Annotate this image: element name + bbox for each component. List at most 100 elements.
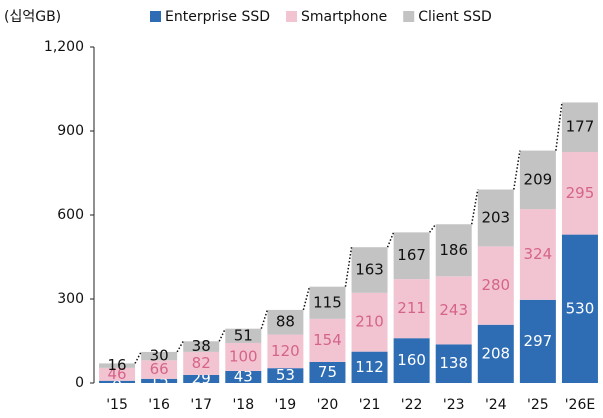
value-label: 112 xyxy=(355,358,384,376)
value-label: 163 xyxy=(355,261,384,279)
x-tick-label: '15 xyxy=(106,397,128,413)
bar-segment xyxy=(519,150,556,210)
x-tick-label: '21 xyxy=(359,397,381,413)
x-tick-label: '19 xyxy=(275,397,297,413)
bar-segment xyxy=(141,378,178,383)
bar-segment xyxy=(99,363,136,368)
y-tick-label: 1,200 xyxy=(44,39,84,55)
legend-swatch xyxy=(403,11,415,22)
bar-segment xyxy=(477,189,514,247)
connector xyxy=(302,286,311,311)
bar-segment xyxy=(225,342,262,371)
connector xyxy=(513,150,521,190)
x-tick-label: '25 xyxy=(527,397,549,413)
value-label: 295 xyxy=(566,184,595,202)
x-tick-label: '26E xyxy=(565,397,596,413)
x-tick-label: '24 xyxy=(485,397,507,413)
bar-segment xyxy=(309,286,346,319)
bar-segment xyxy=(393,279,430,339)
bar-segment xyxy=(477,246,514,325)
bar-segment xyxy=(225,370,262,383)
bar-segment xyxy=(519,209,556,300)
value-label: 280 xyxy=(481,276,510,294)
x-tick-label: '22 xyxy=(401,397,423,413)
bar-segment xyxy=(141,360,178,379)
value-label: 297 xyxy=(524,332,553,350)
bar-segment xyxy=(561,102,598,152)
legend-swatch xyxy=(286,11,298,22)
value-label: 66 xyxy=(150,360,169,378)
value-label: 138 xyxy=(439,354,468,372)
legend-label: Smartphone xyxy=(301,9,387,25)
value-label: 243 xyxy=(439,301,468,319)
bar-segment xyxy=(99,380,136,383)
bar-segment xyxy=(267,309,304,335)
value-label: 209 xyxy=(524,170,553,188)
connector xyxy=(134,351,142,364)
bar-segment xyxy=(99,367,136,381)
value-label: 53 xyxy=(276,366,295,384)
value-label: 177 xyxy=(566,118,595,136)
bar-segment xyxy=(561,152,598,235)
y-tick-label: 300 xyxy=(57,291,84,307)
bar-segment xyxy=(435,344,472,383)
connector xyxy=(260,309,269,329)
value-label: 100 xyxy=(229,347,258,365)
bar-segment xyxy=(309,318,346,362)
value-label: 88 xyxy=(276,313,295,331)
bar-segment xyxy=(183,341,220,352)
connector xyxy=(555,102,563,151)
legend-label: Client SSD xyxy=(418,9,492,25)
bar-segment xyxy=(351,247,388,293)
bar-segment xyxy=(435,276,472,345)
value-label: 46 xyxy=(107,365,126,383)
value-label: 167 xyxy=(397,246,426,264)
x-tick-label: '18 xyxy=(232,397,254,413)
bar-segment xyxy=(477,324,514,383)
value-label: 208 xyxy=(481,344,510,362)
y-tick-label: 600 xyxy=(57,207,84,223)
value-label: 30 xyxy=(150,347,169,365)
bar-segment xyxy=(351,351,388,383)
bar-segment xyxy=(519,299,556,383)
bar-segment xyxy=(267,368,304,383)
connector xyxy=(470,189,479,225)
value-label: 324 xyxy=(524,245,553,263)
value-label: 16 xyxy=(107,356,126,374)
x-tick-label: '23 xyxy=(443,397,465,413)
bar-segment xyxy=(393,232,430,280)
value-label: 38 xyxy=(192,337,211,355)
x-tick-label: '20 xyxy=(317,397,339,413)
x-tick-label: '17 xyxy=(190,397,212,413)
y-tick-label: 0 xyxy=(75,375,84,391)
connector xyxy=(429,223,437,233)
connector xyxy=(218,328,226,342)
legend-swatch xyxy=(150,11,161,22)
connector xyxy=(176,340,184,353)
value-label: 120 xyxy=(271,342,300,360)
bar-segment xyxy=(561,234,598,383)
bar-segment xyxy=(435,224,472,277)
bar-segment xyxy=(183,374,220,383)
bar-segment xyxy=(141,351,178,361)
bar-segment xyxy=(225,328,262,343)
value-label: 154 xyxy=(313,331,342,349)
bar-segment xyxy=(351,292,388,352)
connector xyxy=(386,232,395,248)
y-axis-label: (십억GB) xyxy=(4,9,61,25)
value-label: 51 xyxy=(234,326,253,344)
bar-segment xyxy=(309,362,346,383)
x-tick-label: '16 xyxy=(148,397,170,413)
value-label: 82 xyxy=(192,354,211,372)
bar-segment xyxy=(393,338,430,383)
value-label: 203 xyxy=(481,208,510,226)
value-label: 530 xyxy=(566,299,595,317)
bar-segment xyxy=(183,351,220,375)
value-label: 75 xyxy=(318,363,337,381)
value-label: 211 xyxy=(397,299,426,317)
value-label: 115 xyxy=(313,293,342,311)
bar-segment xyxy=(267,334,304,369)
value-label: 210 xyxy=(355,313,384,331)
value-label: 186 xyxy=(439,241,468,259)
